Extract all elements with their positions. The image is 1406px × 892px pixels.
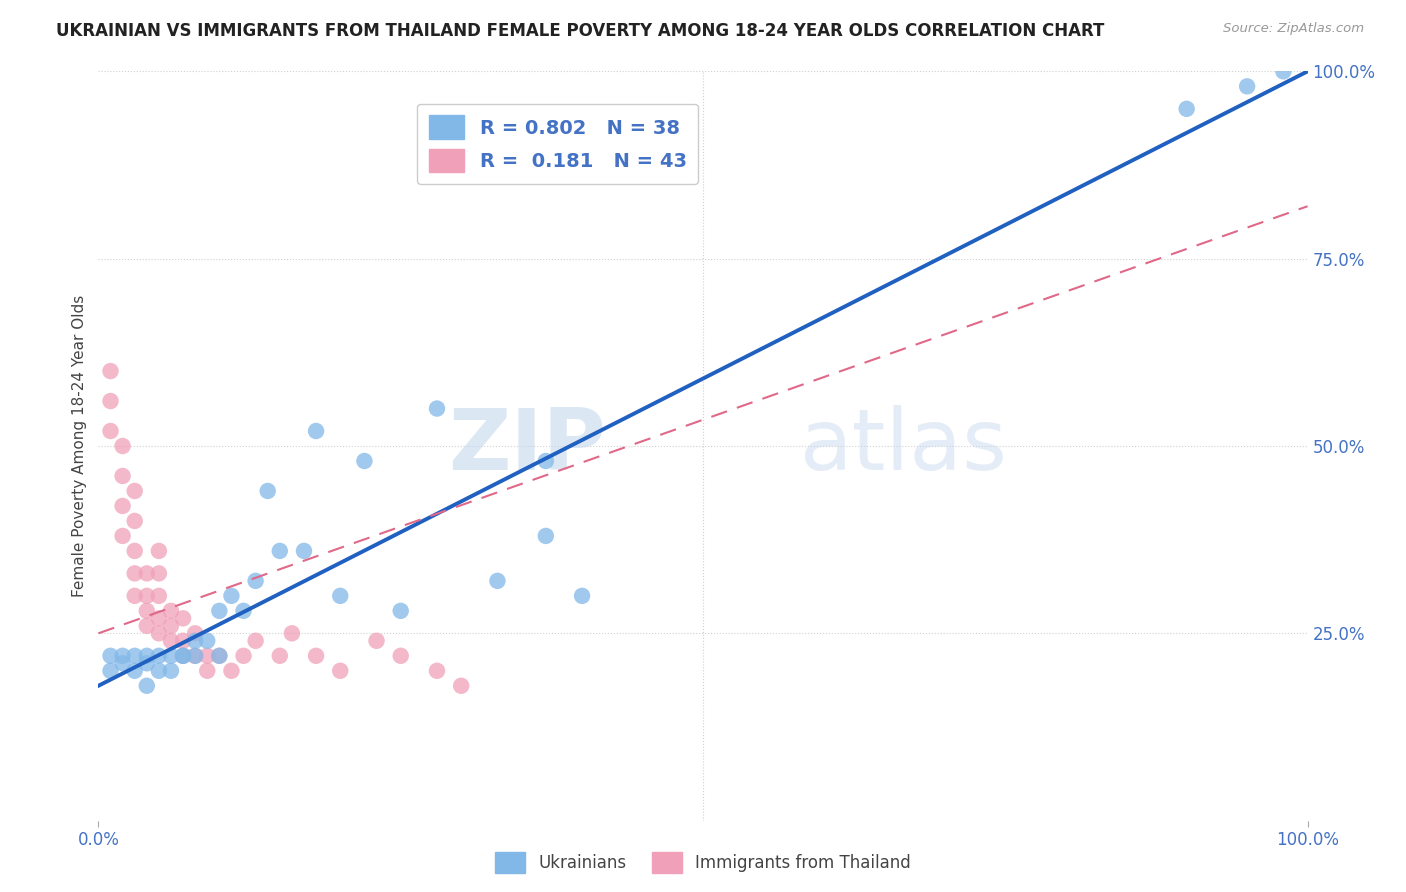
Point — [221, 664, 243, 678]
Point — [1272, 64, 1295, 78]
Point — [148, 648, 170, 663]
Point — [135, 657, 157, 671]
Point — [366, 633, 388, 648]
Point — [486, 574, 509, 588]
Point — [195, 664, 218, 678]
Point — [160, 633, 183, 648]
Point — [160, 604, 183, 618]
Point — [172, 611, 194, 625]
Point — [184, 648, 207, 663]
Point — [135, 648, 157, 663]
Point — [184, 626, 207, 640]
Point — [124, 566, 146, 581]
Point — [160, 619, 183, 633]
Point — [221, 589, 243, 603]
Point — [135, 619, 157, 633]
Point — [111, 529, 134, 543]
Point — [329, 589, 352, 603]
Point — [111, 657, 134, 671]
Text: Source: ZipAtlas.com: Source: ZipAtlas.com — [1223, 22, 1364, 36]
Y-axis label: Female Poverty Among 18-24 Year Olds: Female Poverty Among 18-24 Year Olds — [72, 295, 87, 597]
Point — [208, 604, 231, 618]
Point — [1236, 79, 1258, 94]
Point — [232, 648, 254, 663]
Point — [172, 648, 194, 663]
Point — [1175, 102, 1198, 116]
Point — [269, 544, 291, 558]
Point — [208, 648, 231, 663]
Text: atlas: atlas — [800, 404, 1008, 488]
Point — [135, 566, 157, 581]
Point — [111, 439, 134, 453]
Point — [281, 626, 304, 640]
Point — [111, 469, 134, 483]
Point — [148, 664, 170, 678]
Point — [124, 664, 146, 678]
Point — [305, 424, 328, 438]
Point — [148, 589, 170, 603]
Point — [124, 544, 146, 558]
Point — [305, 648, 328, 663]
Point — [184, 633, 207, 648]
Point — [329, 664, 352, 678]
Point — [100, 364, 122, 378]
Legend: Ukrainians, Immigrants from Thailand: Ukrainians, Immigrants from Thailand — [488, 846, 918, 880]
Point — [111, 648, 134, 663]
Point — [148, 626, 170, 640]
Point — [160, 648, 183, 663]
Point — [571, 589, 593, 603]
Point — [160, 664, 183, 678]
Point — [195, 633, 218, 648]
Point — [135, 589, 157, 603]
Point — [135, 679, 157, 693]
Point — [100, 664, 122, 678]
Point — [353, 454, 375, 468]
Point — [111, 499, 134, 513]
Point — [124, 483, 146, 498]
Point — [124, 514, 146, 528]
Point — [232, 604, 254, 618]
Point — [172, 633, 194, 648]
Point — [389, 604, 412, 618]
Point — [245, 633, 267, 648]
Point — [534, 454, 557, 468]
Text: ZIP: ZIP — [449, 404, 606, 488]
Point — [245, 574, 267, 588]
Point — [100, 394, 122, 409]
Point — [148, 566, 170, 581]
Point — [195, 648, 218, 663]
Point — [184, 648, 207, 663]
Point — [256, 483, 278, 498]
Point — [172, 648, 194, 663]
Point — [135, 604, 157, 618]
Point — [148, 544, 170, 558]
Point — [292, 544, 315, 558]
Text: UKRAINIAN VS IMMIGRANTS FROM THAILAND FEMALE POVERTY AMONG 18-24 YEAR OLDS CORRE: UKRAINIAN VS IMMIGRANTS FROM THAILAND FE… — [56, 22, 1105, 40]
Point — [148, 611, 170, 625]
Point — [426, 664, 449, 678]
Point — [100, 648, 122, 663]
Point — [269, 648, 291, 663]
Point — [124, 648, 146, 663]
Point — [172, 648, 194, 663]
Point — [124, 589, 146, 603]
Point — [534, 529, 557, 543]
Point — [208, 648, 231, 663]
Point — [389, 648, 412, 663]
Point — [100, 424, 122, 438]
Legend: R = 0.802   N = 38, R =  0.181   N = 43: R = 0.802 N = 38, R = 0.181 N = 43 — [418, 103, 699, 184]
Point — [426, 401, 449, 416]
Point — [450, 679, 472, 693]
